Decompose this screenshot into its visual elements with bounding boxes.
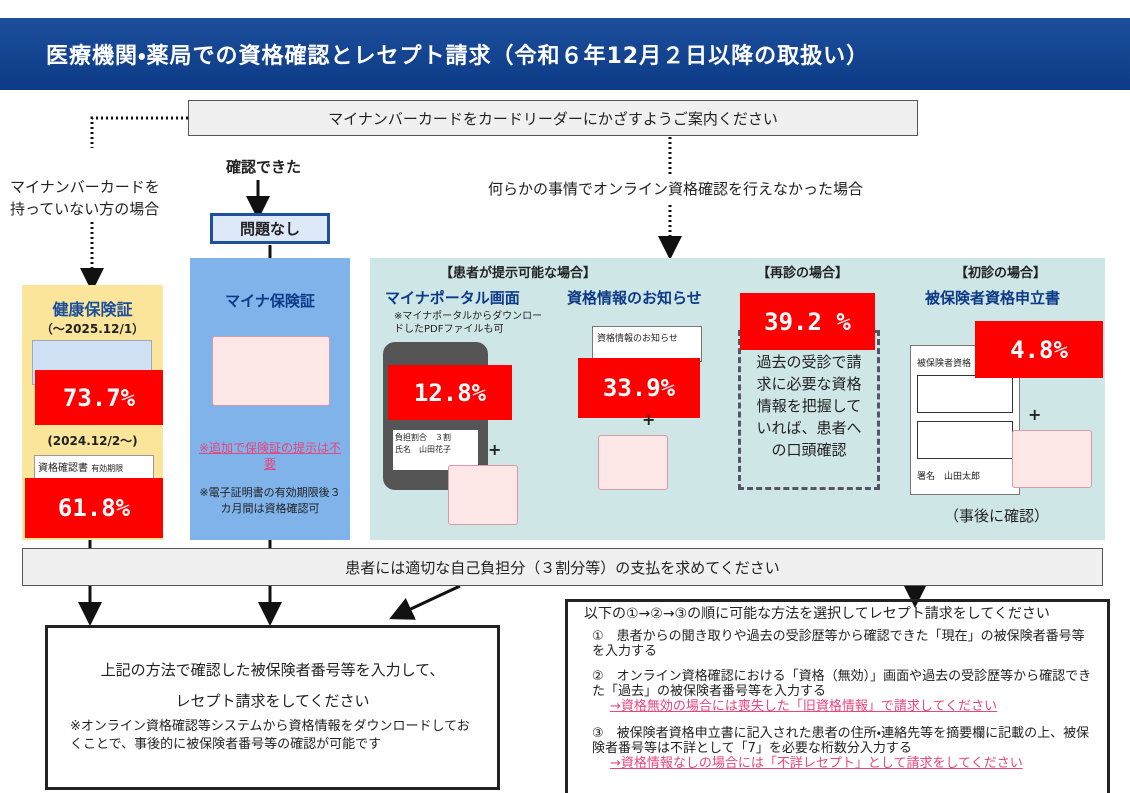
plus: + xyxy=(1028,405,1041,424)
doc-card: 資格確認書 有効期限 xyxy=(34,455,154,479)
left-note: ※オンライン資格確認等システムから資格情報をダウンロードしておくことで、事後的に… xyxy=(70,718,475,754)
payment-bar: 患者には適切な自己負担分（３割分等）の支払を求めてください xyxy=(22,548,1103,586)
share-label: 61.8% xyxy=(25,478,163,538)
doc-label: 資格確認書 xyxy=(38,463,88,474)
portal-title: マイナポータル画面 xyxy=(385,287,520,308)
instruction-box: マイナンバーカードをカードリーダーにかざすようご案内ください xyxy=(188,100,918,136)
right-item: ① 患者からの聞き取りや過去の受診歴等から確認できた「現在」の被保険者番号等を入… xyxy=(584,629,1097,659)
card-illustration xyxy=(598,435,668,490)
form-field xyxy=(917,375,1013,413)
card-illustration xyxy=(212,336,330,406)
period: (2024.12/2～) xyxy=(22,432,163,449)
myna-title: マイナ保険証 xyxy=(190,290,350,311)
item-text: ③ 被保険者資格申立書に記入された患者の住所・連絡先等を摘要欄に記載の上、被保険… xyxy=(584,726,1097,756)
phone-screen: 負担割合 ３割氏名 山田花子 xyxy=(393,430,478,470)
share-label: 73.7% xyxy=(35,370,163,425)
item-link: →資格無効の場合には喪失した「旧資格情報」で請求してください xyxy=(584,699,1097,714)
ok-box: 問題なし xyxy=(210,213,330,244)
failed-label: 何らかの事情でオンライン資格確認を行えなかった場合 xyxy=(488,178,863,199)
right-item: ② オンライン資格確認における「資格（無効）」画面や過去の受診歴等から確認できた… xyxy=(584,669,1097,714)
notice-title: 資格情報のお知らせ xyxy=(567,287,702,308)
myna-note: ※追加で保険証の提示は不要 xyxy=(195,440,345,472)
section-heading: 【再診の場合】 xyxy=(757,262,848,281)
notice-card: 資格情報のお知らせ xyxy=(592,326,702,362)
later-label: （事後に確認） xyxy=(944,505,1049,526)
section-heading: 【患者が提示可能な場合】 xyxy=(440,262,596,281)
form-field xyxy=(917,421,1013,459)
no-card-label: マイナンバーカードを 持っていない方の場合 xyxy=(10,176,195,220)
confirmed-label: 確認できた xyxy=(226,156,301,177)
right-title: 以下の①→②→③の順に可能な方法を選択してレセプト請求をしてください xyxy=(584,605,1097,623)
period: （～2025.12/1） xyxy=(22,320,163,337)
first-title: 被保険者資格申立書 xyxy=(925,287,1060,308)
item-text: ② オンライン資格確認における「資格（無効）」画面や過去の受診歴等から確認できた… xyxy=(584,669,1097,699)
section-heading: 【初診の場合】 xyxy=(955,262,1046,281)
myna-note: ※電子証明書の有効期限後３カ月間は資格確認可 xyxy=(195,485,345,517)
ratio-label: 負担割合 ３割 xyxy=(395,432,476,444)
left-line: レセプト請求をしてください xyxy=(70,688,475,714)
right-item: ③ 被保険者資格申立書に記入された患者の住所・連絡先等を摘要欄に記載の上、被保険… xyxy=(584,726,1097,771)
right-box: 以下の①→②→③の順に可能な方法を選択してレセプト請求をしてください ① 患者か… xyxy=(565,599,1110,793)
revisit-box: 過去の受診で請求に必要な資格情報を把握していれば、患者への口頭確認 xyxy=(738,330,880,490)
card-illustration xyxy=(448,465,518,525)
insurance-card-title: 健康保険証 xyxy=(22,296,163,320)
left-line: 上記の方法で確認した被保険者番号等を入力して、 xyxy=(70,658,475,682)
header-title: 医療機関・薬局での資格確認とレセプト請求（令和６年12月２日以降の取扱い） xyxy=(0,18,1130,90)
plus: + xyxy=(488,440,501,459)
name-label: 氏名 山田花子 xyxy=(395,444,476,456)
plus: + xyxy=(642,410,655,429)
share-label: 4.8% xyxy=(975,321,1103,378)
page: {"header":{"title":"医療機関・薬局での資格確認とレセプト請求… xyxy=(0,0,1130,793)
doc-note: 有効期限 xyxy=(91,464,123,473)
card-illustration xyxy=(1012,430,1092,488)
item-link: →資格情報なしの場合には「不詳レセプト」として請求をしてください xyxy=(584,756,1097,771)
share-label: 33.9% xyxy=(578,358,700,418)
left-box: 上記の方法で確認した被保険者番号等を入力して、 レセプト請求をしてください ※オ… xyxy=(45,625,500,790)
share-label: 12.8% xyxy=(388,365,512,420)
item-text: ① 患者からの聞き取りや過去の受診歴等から確認できた「現在」の被保険者番号等を入… xyxy=(584,629,1097,659)
portal-note: ※マイナポータルからダウンロードしたPDFファイルも可 xyxy=(394,310,544,336)
sign-label: 署名 山田太郎 xyxy=(917,469,1013,482)
share-label: 39.2 % xyxy=(740,293,875,350)
